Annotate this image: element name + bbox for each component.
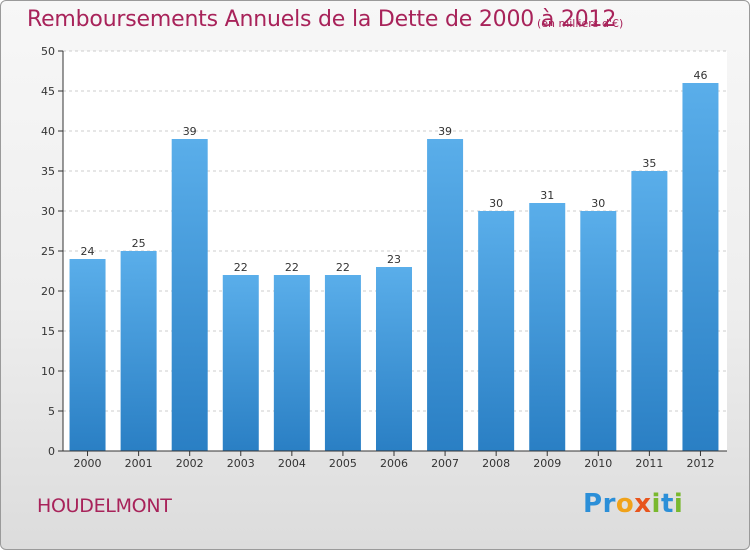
logo-letter: i [673, 489, 684, 519]
x-tick-label: 2008 [482, 457, 510, 470]
y-tick-label: 20 [41, 285, 55, 298]
y-tick-label: 10 [41, 365, 55, 378]
data-label: 22 [285, 261, 299, 274]
bar [376, 267, 412, 451]
x-tick-label: 2010 [584, 457, 612, 470]
x-tick-label: 2007 [431, 457, 459, 470]
proxiti-logo[interactable]: Proxiti [583, 489, 683, 519]
bar [427, 139, 464, 451]
bar [631, 171, 668, 451]
logo-letter: i [651, 489, 661, 519]
bar [580, 211, 617, 451]
x-tick-label: 2002 [176, 457, 204, 470]
bar [69, 259, 106, 451]
data-label: 24 [81, 245, 95, 258]
y-tick-label: 45 [41, 85, 55, 98]
bars: 24 25 39 22 22 22 23 39 30 31 30 35 46 [69, 69, 719, 451]
bar [478, 211, 515, 451]
y-tick-label: 50 [41, 45, 55, 58]
data-label: 25 [132, 237, 146, 250]
x-tick-label: 2003 [227, 457, 255, 470]
data-label: 39 [438, 125, 452, 138]
data-label: 30 [489, 197, 503, 210]
data-label: 39 [183, 125, 197, 138]
bar [120, 251, 157, 451]
chart-title: Remboursements Annuels de la Dette de 20… [27, 7, 617, 32]
data-label: 23 [387, 253, 401, 266]
bar [171, 139, 208, 451]
logo-letter: o [615, 489, 635, 519]
bar [222, 275, 259, 451]
logo-letter: P [583, 489, 603, 519]
logo-letter: t [660, 489, 674, 519]
x-tick-label: 2001 [125, 457, 153, 470]
x-tick-label: 2006 [380, 457, 408, 470]
y-tick-label: 30 [41, 205, 55, 218]
x-tick-label: 2012 [686, 457, 714, 470]
data-label: 22 [336, 261, 350, 274]
bar [682, 83, 719, 451]
unit-note: (en milliers d'€) [537, 17, 624, 30]
data-label: 35 [642, 157, 656, 170]
logo-letter: x [634, 489, 652, 519]
y-tick-label: 5 [48, 405, 55, 418]
data-label: 30 [591, 197, 605, 210]
data-label: 46 [693, 69, 707, 82]
x-tick-label: 2004 [278, 457, 306, 470]
y-tick-label: 15 [41, 325, 55, 338]
logo-letter: r [602, 489, 616, 519]
commune-name: HOUDELMONT [37, 495, 172, 517]
x-tick-label: 2011 [635, 457, 663, 470]
bar [273, 275, 310, 451]
y-tick-label: 0 [48, 445, 55, 458]
x-tick-label: 2000 [74, 457, 102, 470]
data-label: 22 [234, 261, 248, 274]
x-tick-label: 2009 [533, 457, 561, 470]
x-tick-label: 2005 [329, 457, 357, 470]
axes: 0 5 10 15 20 25 30 35 40 45 50 2000 2001 2002 2003 2004… [41, 45, 727, 470]
y-tick-label: 40 [41, 125, 55, 138]
y-tick-label: 35 [41, 165, 55, 178]
bar [529, 203, 566, 451]
y-tick-label: 25 [41, 245, 55, 258]
bar [324, 275, 361, 451]
data-label: 31 [540, 189, 554, 202]
